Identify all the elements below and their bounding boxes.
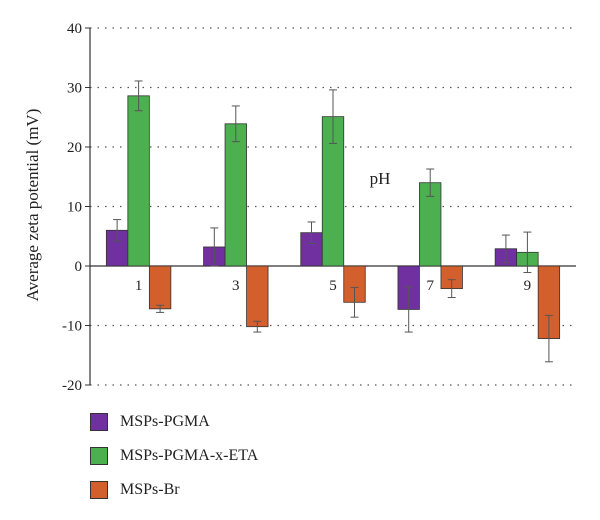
category-label-ph-9: 9 — [524, 278, 532, 294]
legend-label-pgma: MSPs-PGMA — [120, 413, 210, 430]
category-labels: 1 3 5 7 9 — [135, 278, 531, 294]
y-tick-label: 10 — [67, 200, 82, 216]
y-tick-labels: -20 -10 0 10 20 30 40 — [62, 21, 82, 394]
category-label-ph-1: 1 — [135, 278, 143, 294]
legend-label-pgma-eta: MSPs-PGMA-x-ETA — [120, 447, 259, 464]
bar-msps-br-ph-3 — [246, 265, 269, 328]
category-label-ph-3: 3 — [232, 278, 240, 294]
legend: MSPs-PGMA MSPs-PGMA-x-ETA MSPs-Br — [90, 412, 258, 514]
y-tick-label: 20 — [67, 140, 82, 156]
y-tick-label: 0 — [75, 259, 83, 275]
legend-item-pgma: MSPs-PGMA — [90, 412, 258, 432]
legend-item-br: MSPs-Br — [90, 480, 258, 500]
y-axis-label: Average zeta potential (mV) — [23, 109, 42, 302]
y-tick-label: -20 — [62, 378, 82, 394]
legend-swatch-pgma-eta — [90, 447, 108, 465]
bar-msps-pgma-x-eta-ph-3 — [224, 123, 247, 267]
legend-swatch-pgma — [90, 413, 108, 431]
grid-lines — [90, 27, 576, 386]
legend-item-pgma-eta: MSPs-PGMA-x-ETA — [90, 446, 258, 466]
zeta-potential-chart: -20 -10 0 10 20 30 40 1 3 5 7 9 Average zeta poten… — [23, 21, 576, 394]
bar-msps-pgma-x-eta-ph-1 — [127, 95, 150, 267]
y-tick-label: 40 — [67, 21, 82, 37]
category-label-ph-7: 7 — [426, 278, 434, 294]
y-tick-label: 30 — [67, 81, 82, 97]
legend-swatch-br — [90, 481, 108, 499]
ph-annotation: pH — [370, 169, 391, 188]
bars — [105, 80, 561, 363]
category-label-ph-5: 5 — [329, 278, 337, 294]
legend-label-br: MSPs-Br — [120, 481, 180, 498]
y-tick-label: -10 — [62, 319, 82, 335]
bar-msps-br-ph-1 — [148, 265, 172, 310]
